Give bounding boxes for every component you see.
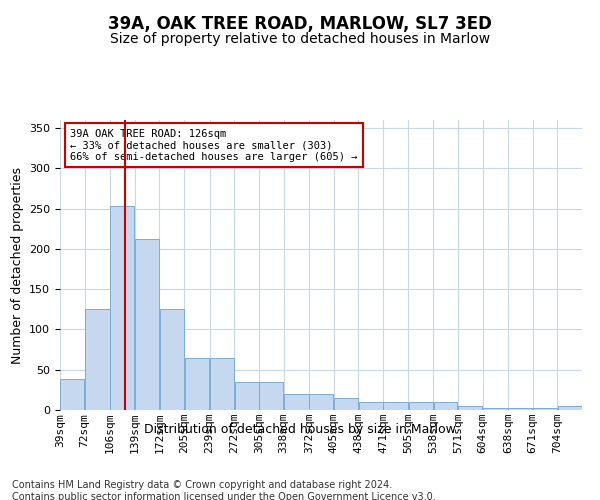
Bar — [409, 402, 433, 410]
Text: Contains HM Land Registry data © Crown copyright and database right 2024.
Contai: Contains HM Land Registry data © Crown c… — [12, 480, 436, 500]
Bar — [135, 239, 159, 410]
Bar — [458, 406, 482, 410]
Text: Size of property relative to detached houses in Marlow: Size of property relative to detached ho… — [110, 32, 490, 46]
Bar — [533, 408, 557, 410]
Bar — [110, 206, 134, 410]
Bar — [235, 382, 259, 410]
Bar — [508, 408, 532, 410]
Bar — [359, 402, 383, 410]
Bar — [85, 310, 110, 410]
Bar — [334, 398, 358, 410]
Bar — [185, 358, 209, 410]
Bar — [210, 358, 234, 410]
Text: 39A OAK TREE ROAD: 126sqm
← 33% of detached houses are smaller (303)
66% of semi: 39A OAK TREE ROAD: 126sqm ← 33% of detac… — [70, 128, 358, 162]
Text: 39A, OAK TREE ROAD, MARLOW, SL7 3ED: 39A, OAK TREE ROAD, MARLOW, SL7 3ED — [108, 15, 492, 33]
Bar — [383, 402, 408, 410]
Bar — [259, 382, 283, 410]
Bar — [483, 408, 508, 410]
Y-axis label: Number of detached properties: Number of detached properties — [11, 166, 23, 364]
Bar — [434, 402, 457, 410]
Bar — [310, 394, 334, 410]
Bar — [160, 310, 184, 410]
Bar — [284, 394, 308, 410]
Bar — [557, 406, 581, 410]
Bar — [61, 380, 85, 410]
Text: Distribution of detached houses by size in Marlow: Distribution of detached houses by size … — [144, 422, 456, 436]
